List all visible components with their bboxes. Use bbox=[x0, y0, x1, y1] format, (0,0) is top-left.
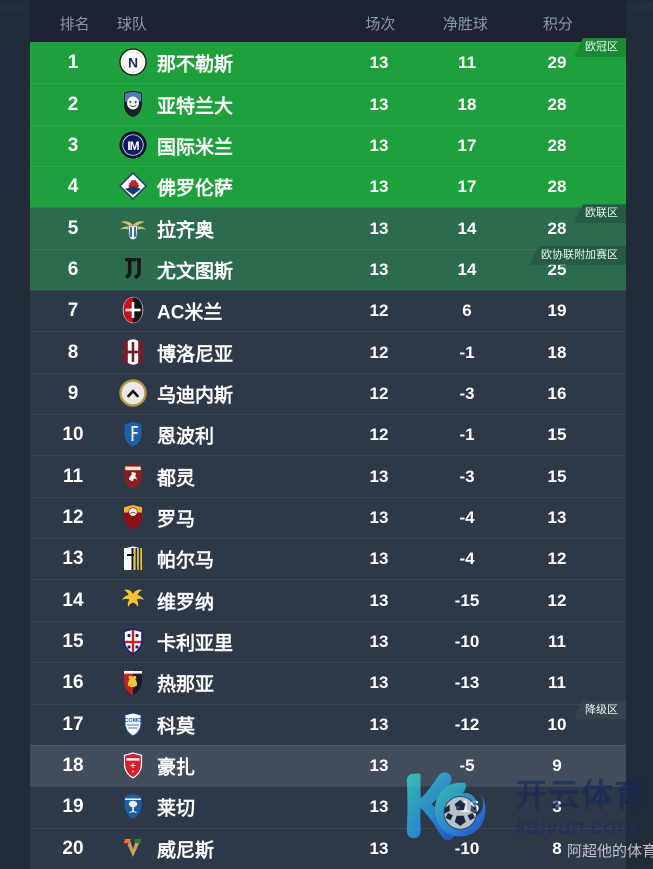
svg-text:COMO: COMO bbox=[125, 718, 142, 724]
svg-text:N: N bbox=[128, 54, 138, 70]
svg-text:IM: IM bbox=[127, 139, 139, 153]
